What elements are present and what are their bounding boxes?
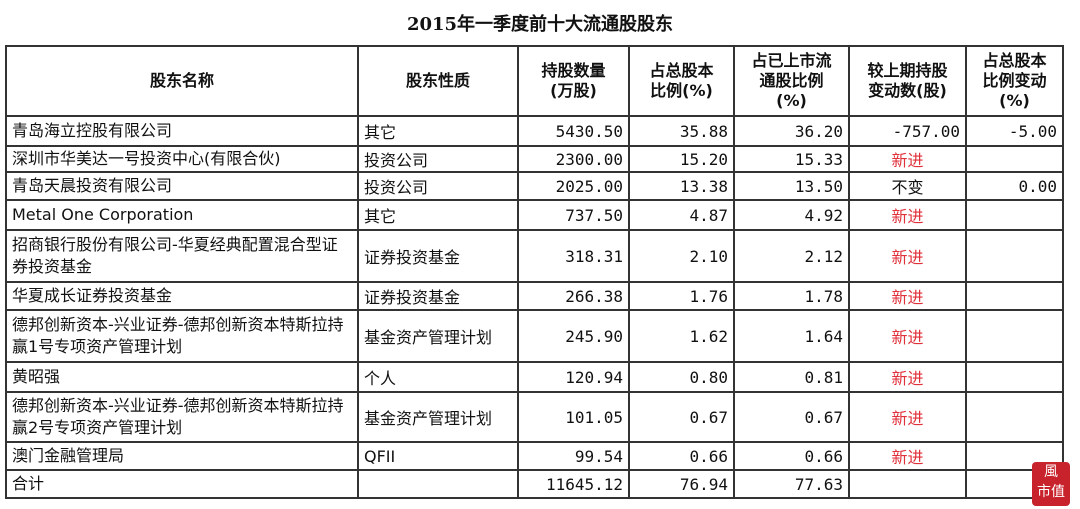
table-cell: 新进 [848, 229, 967, 283]
table-cell: 120.94 [517, 361, 630, 393]
header-row: 股东名称 股东性质 持股数量 (万股) 占总股本 比例(%) 占已上市流 通股比例 (%) 较上期… [5, 45, 1064, 117]
table-cell: 新进 [848, 361, 967, 393]
table-cell: 0.67 [628, 391, 735, 443]
shareholder-table: 股东名称 股东性质 持股数量 (万股) 占总股本 比例(%) 占已上市流 通股比例 (%) 较上期… [5, 45, 1064, 499]
table-cell: 101.05 [517, 391, 630, 443]
table-cell: 4.87 [628, 199, 735, 231]
table-cell: -757.00 [848, 115, 967, 147]
table-cell: 36.20 [733, 115, 850, 147]
table-cell: 2300.00 [517, 145, 630, 173]
table-cell: 证券投资基金 [357, 281, 519, 311]
table-cell: 76.94 [628, 469, 735, 499]
table-cell: 新进 [848, 309, 967, 363]
table-cell: 318.31 [517, 229, 630, 283]
table-row: 深圳市华美达一号投资中心(有限合伙) 投资公司 2300.00 15.20 15.33 新… [5, 145, 1064, 173]
table-cell: 招商银行股份有限公司-华夏经典配置混合型证券投资基金 [5, 229, 359, 283]
table-cell: 0.66 [733, 441, 850, 471]
table-cell: 0.81 [733, 361, 850, 393]
table-cell: 2.10 [628, 229, 735, 283]
table-title: 2015年一季度前十大流通股股东 [406, 14, 674, 35]
table-row: 德邦创新资本-兴业证券-德邦创新资本特斯拉持赢1号专项资产管理计划 基金资产管理计… [5, 309, 1064, 363]
table-cell: 35.88 [628, 115, 735, 147]
table-cell: 德邦创新资本-兴业证券-德邦创新资本特斯拉持赢1号专项资产管理计划 [5, 309, 359, 363]
table-cell: 新进 [848, 199, 967, 231]
table-cell: 13.38 [628, 171, 735, 201]
table-cell: 基金资产管理计划 [357, 309, 519, 363]
table-cell: 新进 [848, 441, 967, 471]
table-cell: 新进 [848, 391, 967, 443]
table-cell: -5.00 [965, 115, 1064, 147]
table-cell: Metal One Corporation [5, 199, 359, 231]
table-cell [965, 229, 1064, 283]
table-cell: 青岛海立控股有限公司 [5, 115, 359, 147]
logo-stamp: 風市值 [1032, 462, 1070, 506]
table-cell: 投资公司 [357, 171, 519, 201]
table-cell: 青岛天晨投资有限公司 [5, 171, 359, 201]
table-row: 招商银行股份有限公司-华夏经典配置混合型证券投资基金 证券投资基金 318.31 2.… [5, 229, 1064, 283]
table-cell [357, 469, 519, 499]
table-row: 黄昭强 个人 120.94 0.80 0.81 新进 [5, 361, 1064, 393]
table-cell: 0.67 [733, 391, 850, 443]
table-cell: 1.76 [628, 281, 735, 311]
table-cell: 245.90 [517, 309, 630, 363]
table-row: 青岛海立控股有限公司 其它 5430.50 35.88 36.20 -757.00 -5.0… [5, 115, 1064, 147]
table-cell: 13.50 [733, 171, 850, 201]
column-header: 较上期持股 变动数(股) [848, 45, 967, 117]
table-cell: 合计 [5, 469, 359, 499]
table-cell [965, 145, 1064, 173]
column-header: 占已上市流 通股比例 (%) [733, 45, 850, 117]
table-cell: 证券投资基金 [357, 229, 519, 283]
table-cell: 2.12 [733, 229, 850, 283]
column-header: 持股数量 (万股) [517, 45, 630, 117]
column-header: 股东性质 [357, 45, 519, 117]
table-cell [965, 361, 1064, 393]
table-cell: 11645.12 [517, 469, 630, 499]
table-cell: 99.54 [517, 441, 630, 471]
table-row: Metal One Corporation 其它 737.50 4.87 4.92 新进 [5, 199, 1064, 231]
table-cell: 737.50 [517, 199, 630, 231]
table-row: 澳门金融管理局 QFII 99.54 0.66 0.66 新进 [5, 441, 1064, 471]
table-cell [965, 309, 1064, 363]
table-cell: 1.78 [733, 281, 850, 311]
table-row: 合计 11645.12 76.94 77.63 [5, 469, 1064, 499]
table-cell: 5430.50 [517, 115, 630, 147]
table-cell: 德邦创新资本-兴业证券-德邦创新资本特斯拉持赢2号专项资产管理计划 [5, 391, 359, 443]
table-cell: 其它 [357, 199, 519, 231]
table-row: 华夏成长证券投资基金 证券投资基金 266.38 1.76 1.78 新进 [5, 281, 1064, 311]
column-header: 占总股本 比例变动 (%) [965, 45, 1064, 117]
table-cell: 4.92 [733, 199, 850, 231]
table-cell: 2025.00 [517, 171, 630, 201]
table-cell [965, 199, 1064, 231]
table-cell: 0.66 [628, 441, 735, 471]
table-cell: 15.20 [628, 145, 735, 173]
table-cell: 深圳市华美达一号投资中心(有限合伙) [5, 145, 359, 173]
table-cell [965, 391, 1064, 443]
table-row: 青岛天晨投资有限公司 投资公司 2025.00 13.38 13.50 不变 0.00 [5, 171, 1064, 201]
table-cell: 其它 [357, 115, 519, 147]
table-cell: 华夏成长证券投资基金 [5, 281, 359, 311]
table-cell: 投资公司 [357, 145, 519, 173]
table-cell: 266.38 [517, 281, 630, 311]
table-cell [848, 469, 967, 499]
table-cell: 基金资产管理计划 [357, 391, 519, 443]
table-cell: 新进 [848, 281, 967, 311]
table-cell: 个人 [357, 361, 519, 393]
table-cell: 15.33 [733, 145, 850, 173]
table-cell: 澳门金融管理局 [5, 441, 359, 471]
table-cell: 0.80 [628, 361, 735, 393]
table-cell: 黄昭强 [5, 361, 359, 393]
table-cell: 不变 [848, 171, 967, 201]
table-cell: 1.64 [733, 309, 850, 363]
table-cell: 0.00 [965, 171, 1064, 201]
table-cell [965, 281, 1064, 311]
column-header: 股东名称 [5, 45, 359, 117]
table-cell: 77.63 [733, 469, 850, 499]
table-row: 德邦创新资本-兴业证券-德邦创新资本特斯拉持赢2号专项资产管理计划 基金资产管理计… [5, 391, 1064, 443]
column-header: 占总股本 比例(%) [628, 45, 735, 117]
table-cell: 新进 [848, 145, 967, 173]
table-cell: 1.62 [628, 309, 735, 363]
table-cell: QFII [357, 441, 519, 471]
